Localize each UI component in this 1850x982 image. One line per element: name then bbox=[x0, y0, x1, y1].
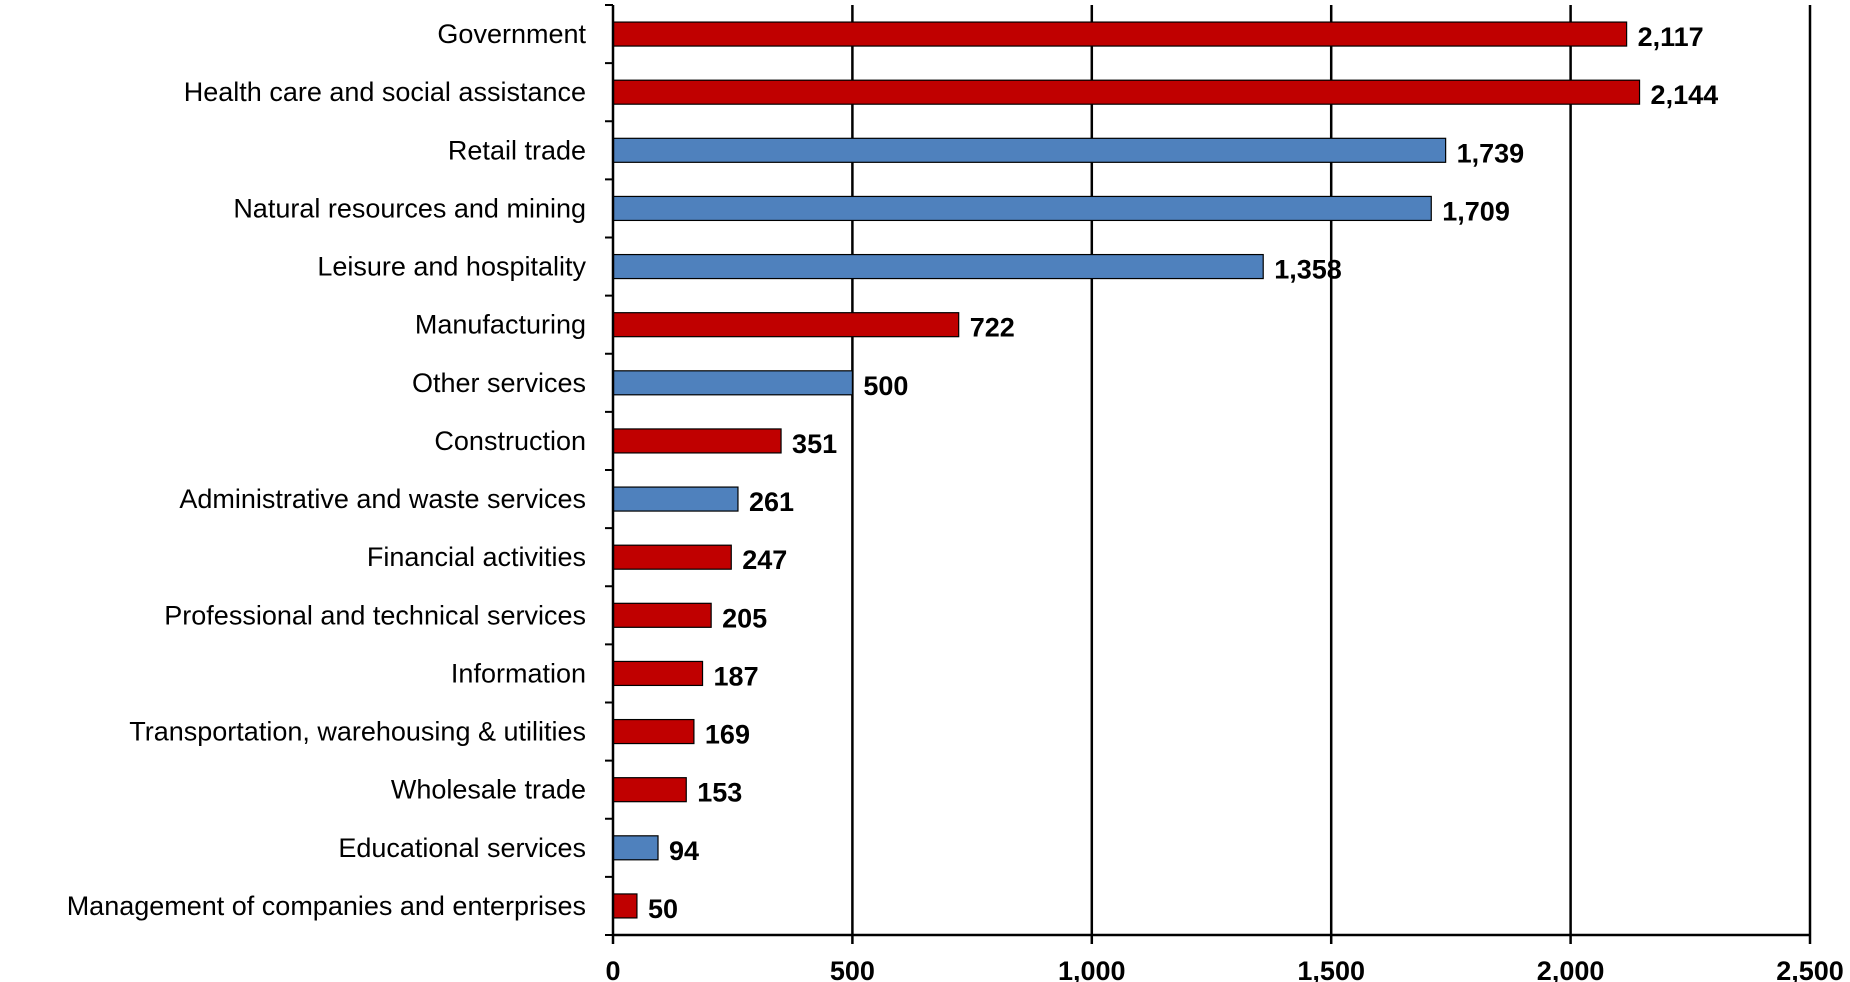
category-label: Manufacturing bbox=[415, 310, 586, 340]
x-tick-label: 1,000 bbox=[1058, 956, 1126, 982]
bar bbox=[612, 777, 687, 803]
value-label: 351 bbox=[792, 429, 837, 459]
value-label: 50 bbox=[648, 894, 678, 924]
value-label: 1,709 bbox=[1442, 196, 1510, 226]
bar bbox=[612, 660, 704, 687]
bar bbox=[612, 602, 712, 628]
bar bbox=[612, 21, 1628, 47]
x-tick-label: 2,000 bbox=[1537, 956, 1605, 982]
x-tick-label: 1,500 bbox=[1297, 956, 1365, 982]
category-label: Management of companies and enterprises bbox=[67, 891, 586, 921]
value-label: 261 bbox=[749, 487, 794, 517]
labels: 0 500 1,000 1,500 2,000 2,500 Government 2,117 H… bbox=[67, 19, 1844, 982]
value-label: 247 bbox=[742, 545, 787, 575]
category-label: Educational services bbox=[338, 833, 586, 863]
value-label: 187 bbox=[714, 661, 759, 691]
category-label: Health care and social assistance bbox=[184, 77, 586, 107]
bar bbox=[612, 893, 638, 919]
category-label: Leisure and hospitality bbox=[317, 252, 586, 282]
bar bbox=[612, 79, 1641, 105]
value-label: 153 bbox=[697, 778, 742, 808]
value-label: 500 bbox=[863, 371, 908, 401]
category-label: Wholesale trade bbox=[391, 775, 586, 805]
axes bbox=[605, 4, 1812, 944]
bar bbox=[612, 312, 960, 338]
value-label: 2,117 bbox=[1638, 22, 1704, 52]
value-label: 1,739 bbox=[1457, 138, 1525, 168]
bar bbox=[612, 137, 1447, 163]
bar bbox=[612, 544, 732, 570]
bar bbox=[612, 253, 1264, 280]
bar bbox=[612, 486, 739, 512]
value-label: 94 bbox=[669, 836, 699, 866]
value-label: 169 bbox=[705, 720, 750, 750]
category-label: Financial activities bbox=[367, 542, 586, 572]
category-label: Transportation, warehousing & utilities bbox=[129, 717, 586, 747]
x-tick-label: 0 bbox=[605, 956, 620, 982]
value-label: 722 bbox=[970, 313, 1015, 343]
category-label: Professional and technical services bbox=[164, 600, 586, 630]
category-label: Administrative and waste services bbox=[179, 484, 586, 514]
bar bbox=[612, 428, 782, 454]
x-tick-label: 500 bbox=[830, 956, 875, 982]
bar bbox=[612, 718, 695, 745]
category-label: Government bbox=[437, 19, 586, 49]
bar bbox=[612, 370, 853, 396]
category-label: Natural resources and mining bbox=[233, 193, 586, 223]
category-label: Information bbox=[451, 658, 586, 688]
value-label: 2,144 bbox=[1651, 80, 1719, 110]
category-label: Retail trade bbox=[448, 135, 586, 165]
category-label: Construction bbox=[434, 426, 586, 456]
category-label: Other services bbox=[412, 368, 586, 398]
bar bbox=[612, 835, 659, 861]
x-tick-label: 2,500 bbox=[1776, 956, 1844, 982]
value-label: 1,358 bbox=[1274, 255, 1342, 285]
bar bbox=[612, 195, 1432, 222]
value-label: 205 bbox=[722, 603, 767, 633]
